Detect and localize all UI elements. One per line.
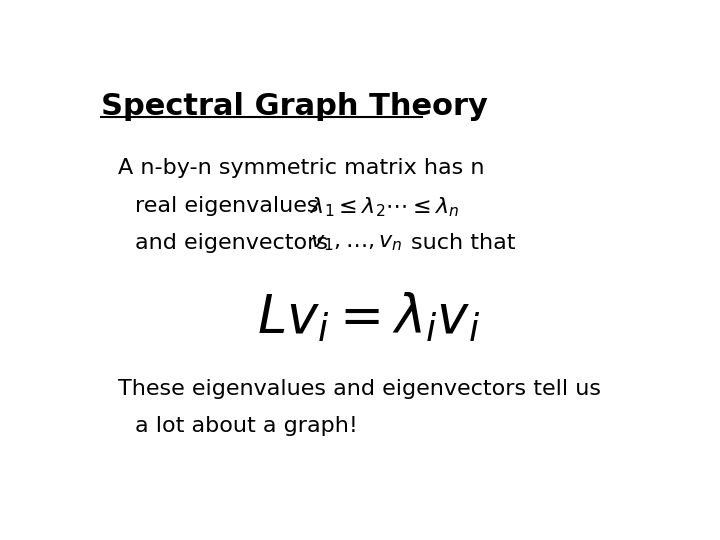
Text: real eigenvalues: real eigenvalues (135, 196, 325, 216)
Text: $Lv_i = \lambda_i v_i$: $Lv_i = \lambda_i v_i$ (257, 292, 481, 345)
Text: and eigenvectors: and eigenvectors (135, 233, 335, 253)
Text: A n-by-n symmetric matrix has n: A n-by-n symmetric matrix has n (118, 158, 485, 178)
Text: $\lambda_1 \leq \lambda_2 \cdots \leq \lambda_n$: $\lambda_1 \leq \lambda_2 \cdots \leq \l… (310, 196, 459, 219)
Text: $v_1, \ldots, v_n$: $v_1, \ldots, v_n$ (310, 233, 403, 253)
Text: These eigenvalues and eigenvectors tell us: These eigenvalues and eigenvectors tell … (118, 379, 601, 399)
Text: a lot about a graph!: a lot about a graph! (135, 416, 358, 436)
Text: such that: such that (411, 233, 516, 253)
Text: Spectral Graph Theory: Spectral Graph Theory (101, 92, 488, 121)
